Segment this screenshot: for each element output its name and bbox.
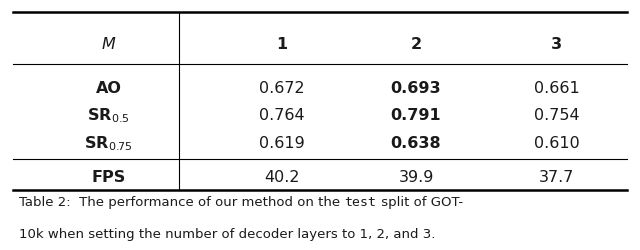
Text: 1: 1 (276, 36, 287, 52)
Text: 40.2: 40.2 (264, 169, 300, 184)
Text: $\mathbf{SR}_{0.5}$: $\mathbf{SR}_{0.5}$ (88, 106, 130, 125)
Text: 0.661: 0.661 (534, 81, 580, 96)
Text: 2: 2 (410, 36, 422, 52)
Text: 3: 3 (551, 36, 563, 52)
Text: 0.754: 0.754 (534, 108, 580, 123)
Text: 39.9: 39.9 (398, 169, 434, 184)
Text: 37.7: 37.7 (539, 169, 575, 184)
Text: $M$: $M$ (101, 36, 116, 52)
Text: 10k when setting the number of decoder layers to 1, 2, and 3.: 10k when setting the number of decoder l… (19, 228, 436, 240)
Text: 0.610: 0.610 (534, 135, 580, 150)
Text: Table 2:  The performance of our method on the: Table 2: The performance of our method o… (19, 195, 344, 208)
Text: split of GOT-: split of GOT- (376, 195, 463, 208)
Text: AO: AO (96, 81, 122, 96)
Text: $\mathbf{SR}_{0.75}$: $\mathbf{SR}_{0.75}$ (84, 133, 133, 152)
Text: 0.693: 0.693 (390, 81, 442, 96)
Text: 0.619: 0.619 (259, 135, 305, 150)
Text: FPS: FPS (92, 169, 126, 184)
Text: test: test (344, 195, 376, 208)
Text: 0.672: 0.672 (259, 81, 305, 96)
Text: 0.791: 0.791 (390, 108, 442, 123)
Text: 0.764: 0.764 (259, 108, 305, 123)
Text: 0.638: 0.638 (390, 135, 442, 150)
